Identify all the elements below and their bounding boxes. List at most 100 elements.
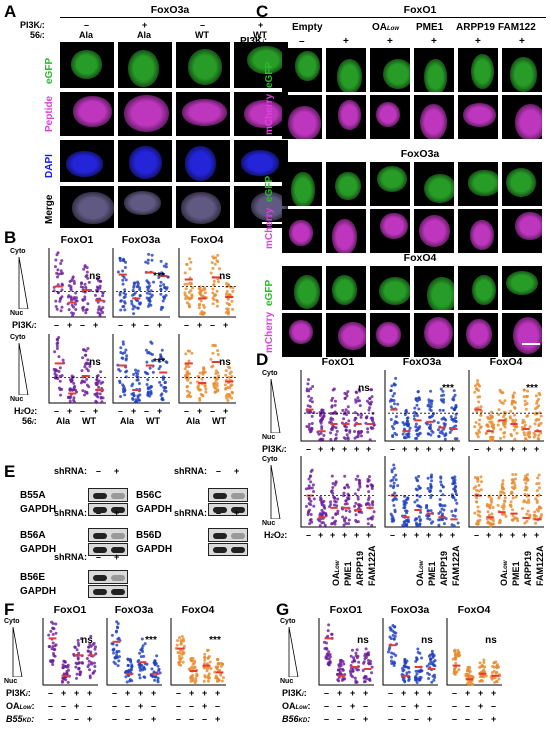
data-point <box>176 650 180 654</box>
data-point <box>509 432 513 436</box>
data-point <box>367 651 371 655</box>
data-point <box>87 659 91 663</box>
panel-a-image <box>118 42 172 88</box>
data-point <box>439 476 443 480</box>
data-point <box>503 425 507 429</box>
data-point <box>489 522 493 526</box>
data-point <box>392 466 396 470</box>
data-point <box>393 420 397 424</box>
panel-c-image <box>282 162 322 206</box>
data-point <box>350 660 354 664</box>
data-point <box>99 381 103 385</box>
treatment-sign: + <box>438 530 444 540</box>
panelG-title: FoxO1 <box>329 604 363 616</box>
cell-signal <box>72 192 114 224</box>
data-point <box>145 285 149 289</box>
blot-band <box>213 547 227 553</box>
data-point <box>342 523 346 527</box>
data-point <box>367 475 371 479</box>
data-point <box>344 428 348 432</box>
data-point <box>85 274 89 278</box>
data-point <box>491 506 495 510</box>
data-point <box>132 373 136 377</box>
data-point <box>497 408 501 412</box>
data-point <box>414 422 418 426</box>
panel-d-x-label: ARPP19 <box>523 550 533 586</box>
data-point <box>85 266 89 270</box>
data-point <box>333 520 337 524</box>
data-point <box>442 422 446 426</box>
plot-axis <box>170 618 226 686</box>
data-point <box>454 498 458 502</box>
data-point <box>339 658 343 662</box>
data-point <box>138 288 142 292</box>
data-point <box>147 297 151 301</box>
data-point <box>213 262 217 266</box>
data-point <box>481 664 485 668</box>
data-point <box>199 312 203 316</box>
data-point <box>524 481 528 485</box>
data-point <box>304 504 308 508</box>
data-point <box>337 668 341 672</box>
data-point <box>417 504 421 508</box>
data-point <box>407 677 411 681</box>
data-point <box>354 681 358 685</box>
data-point <box>216 665 220 669</box>
nuc-label: Nuc <box>10 310 24 317</box>
data-point <box>86 347 90 351</box>
data-point <box>535 489 539 493</box>
data-point <box>211 287 215 291</box>
data-point <box>122 384 126 388</box>
data-point <box>159 259 163 263</box>
data-point <box>152 280 156 284</box>
cell-signal <box>66 151 104 178</box>
data-point <box>164 262 168 266</box>
data-point <box>309 518 313 522</box>
data-point <box>401 669 405 673</box>
data-point <box>121 340 125 344</box>
data-point <box>389 389 393 393</box>
data-point <box>132 281 136 285</box>
data-point <box>535 418 539 422</box>
data-point <box>159 292 163 296</box>
data-point <box>211 302 215 306</box>
data-point <box>77 651 81 655</box>
data-point <box>535 482 539 486</box>
data-point <box>56 377 60 381</box>
data-point <box>356 497 360 501</box>
data-point <box>474 421 478 425</box>
treatment-sign: – <box>401 714 407 724</box>
data-point <box>443 417 447 421</box>
data-point <box>309 512 313 516</box>
data-point <box>492 423 496 427</box>
data-point <box>432 412 436 416</box>
western-blot-control <box>88 543 128 556</box>
data-point <box>145 360 149 364</box>
data-point <box>394 415 398 419</box>
cell-signal <box>70 50 103 79</box>
data-point <box>319 431 323 435</box>
data-point <box>85 383 89 387</box>
data-point <box>198 371 202 375</box>
treatment-sign: – <box>215 701 221 711</box>
data-point <box>122 304 126 308</box>
data-point <box>415 658 419 662</box>
data-point <box>86 649 90 653</box>
data-point <box>215 382 219 386</box>
data-point <box>372 510 376 514</box>
data-point <box>60 288 64 292</box>
data-point <box>309 470 313 474</box>
data-point <box>213 293 217 297</box>
data-point <box>353 492 357 496</box>
data-point <box>69 288 73 292</box>
data-point <box>118 379 122 383</box>
data-point <box>360 429 364 433</box>
data-point <box>323 523 327 527</box>
data-point <box>335 504 339 508</box>
data-point <box>138 651 142 655</box>
data-point <box>51 626 55 630</box>
data-point <box>69 285 73 289</box>
data-point <box>327 650 331 654</box>
data-point <box>501 391 505 395</box>
panel-c-pi3k-label: PI3Ki: <box>240 36 268 47</box>
